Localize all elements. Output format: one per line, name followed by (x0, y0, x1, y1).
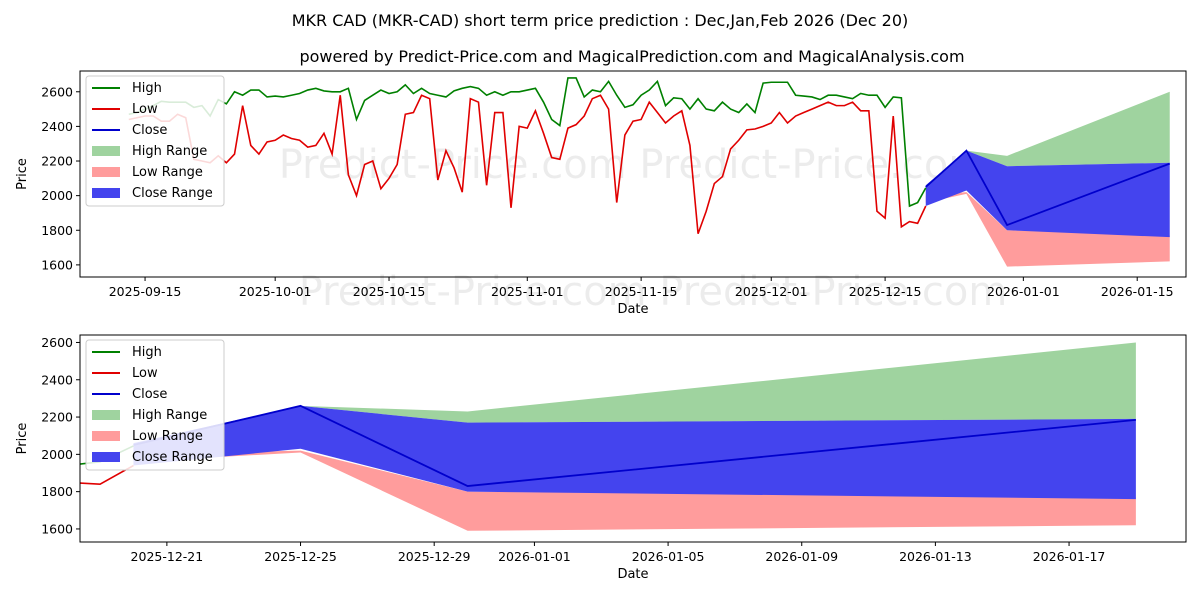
y-tick-label: 2200 (41, 410, 73, 425)
y-tick-label: 1600 (41, 257, 73, 272)
high-line (128, 77, 927, 208)
y-tick-label: 2000 (41, 188, 73, 203)
legend-label: High (132, 345, 162, 360)
x-tick-label: 2025-10-15 (353, 284, 426, 299)
chart-subtitle: powered by Predict-Price.com and Magical… (299, 47, 964, 66)
watermark: Predict-Price.com Predict-Price.com (279, 142, 988, 188)
y-tick-label: 2000 (41, 447, 73, 462)
x-tick-label: 2025-12-01 (735, 284, 808, 299)
low-line (128, 94, 927, 234)
low-range-area (133, 450, 1136, 531)
legend-swatch (92, 167, 120, 177)
legend-label: Close (132, 123, 167, 138)
x-axis-label: Date (617, 567, 648, 582)
y-tick-label: 2600 (41, 335, 73, 350)
legend-label: Low (132, 102, 158, 117)
bottom-panel: Predict-Price.com Predict-Price.com 1600 1… (15, 334, 1187, 582)
y-tick-label: 2600 (41, 84, 73, 99)
y-tick-label: 2400 (41, 372, 73, 387)
low-range-area (925, 192, 1170, 267)
y-tick-label: 2200 (41, 154, 73, 169)
x-tick-label: 2026-01-13 (899, 549, 972, 564)
y-tick-label: 2400 (41, 119, 73, 134)
legend-label: Close Range (132, 186, 213, 201)
axes-frame (79, 334, 1187, 543)
x-tick-label: 2025-12-25 (264, 549, 337, 564)
axes-frame (79, 70, 1187, 278)
legend: High Low Close High Range Low Range Close Ran… (85, 339, 225, 471)
x-tick-label: 2026-01-01 (987, 284, 1060, 299)
legend-swatch (92, 431, 120, 441)
x-tick-label: 2026-01-05 (632, 549, 705, 564)
y-tick-label: 1800 (41, 484, 73, 499)
x-tick-label: 2025-11-15 (605, 284, 678, 299)
legend-label: Low Range (132, 165, 203, 180)
plot-area: Predict-Price.com Predict-Price.com (128, 77, 1171, 267)
x-tick-label: 2025-12-15 (849, 284, 922, 299)
y-tick-label: 1600 (41, 521, 73, 536)
legend-swatch (92, 410, 120, 420)
close-range-area (925, 150, 1170, 238)
legend-label: High (132, 81, 162, 96)
legend-swatch (92, 146, 120, 156)
x-axis-label: Date (617, 302, 648, 317)
x-tick-label: 2026-01-09 (765, 549, 838, 564)
x-tick-label: 2025-10-01 (239, 284, 312, 299)
legend-swatch (92, 452, 120, 462)
high-range-area (925, 91, 1170, 187)
legend-box (85, 75, 225, 207)
high-range-area (133, 342, 1136, 446)
legend-box (85, 339, 225, 471)
legend-label: Low (132, 366, 158, 381)
legend-label: High Range (132, 144, 207, 159)
x-tick-label: 2025-11-01 (491, 284, 564, 299)
x-tick-label: 2025-09-15 (109, 284, 182, 299)
chart-title: MKR CAD (MKR-CAD) short term price predi… (292, 11, 909, 30)
legend-label: Close (132, 387, 167, 402)
close-range-area (133, 405, 1136, 500)
plot-area: Predict-Price.com Predict-Price.com (80, 342, 1136, 531)
x-tick-label: 2025-12-21 (131, 549, 204, 564)
y-axis-label: Price (15, 158, 30, 190)
y-axis-label: Price (15, 423, 30, 455)
y-tick-label: 1800 (41, 223, 73, 238)
x-tick-label: 2025-12-29 (398, 549, 471, 564)
legend-label: Low Range (132, 429, 203, 444)
legend-swatch (92, 188, 120, 198)
x-tick-label: 2026-01-15 (1101, 284, 1174, 299)
legend-label: Close Range (132, 450, 213, 465)
x-tick-label: 2026-01-17 (1033, 549, 1106, 564)
legend-label: High Range (132, 408, 207, 423)
x-tick-label: 2026-01-01 (498, 549, 571, 564)
close-line (925, 149, 1171, 227)
legend: High Low Close High Range Low Range Close Ran… (85, 75, 225, 207)
top-panel: Predict-Price.com Predict-Price.comPredi… (15, 70, 1187, 317)
